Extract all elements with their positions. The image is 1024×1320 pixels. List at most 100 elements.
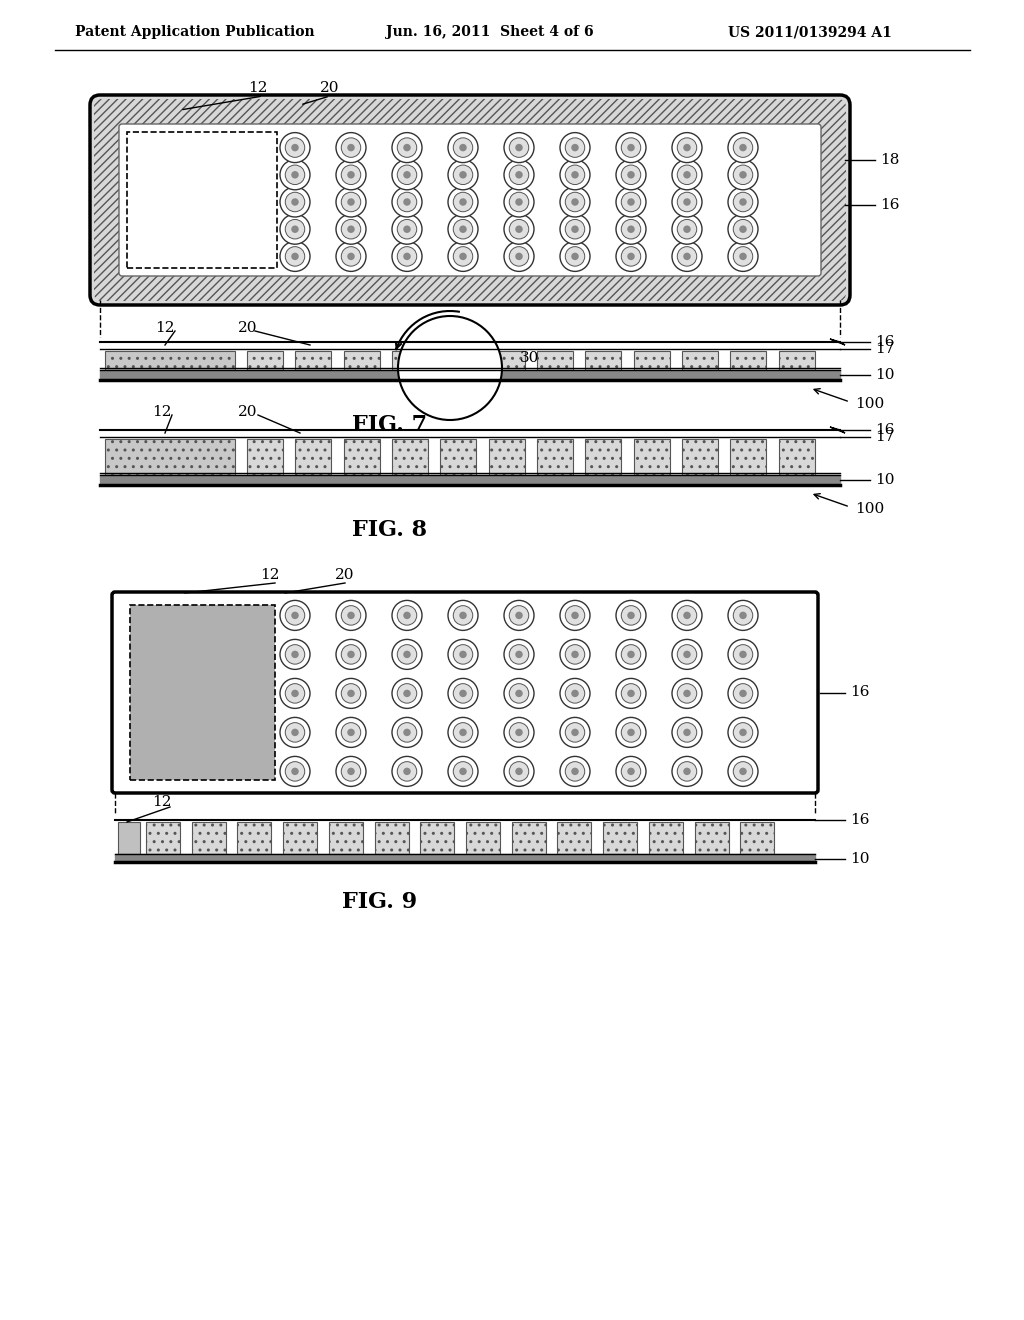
Ellipse shape [336, 160, 366, 190]
Ellipse shape [336, 132, 366, 162]
Ellipse shape [560, 214, 590, 244]
Ellipse shape [571, 689, 579, 697]
Bar [730, 440, 766, 475]
Ellipse shape [677, 684, 696, 704]
Ellipse shape [560, 678, 590, 709]
Ellipse shape [565, 165, 585, 185]
Ellipse shape [459, 611, 467, 619]
Ellipse shape [336, 756, 366, 787]
Ellipse shape [403, 729, 411, 737]
Ellipse shape [672, 187, 702, 216]
Ellipse shape [392, 678, 422, 709]
Ellipse shape [509, 722, 528, 742]
Ellipse shape [347, 611, 354, 619]
Ellipse shape [397, 684, 417, 704]
Bar [295, 440, 332, 475]
Text: 20: 20 [239, 405, 258, 418]
Ellipse shape [280, 678, 310, 709]
Ellipse shape [459, 144, 467, 152]
Text: 12: 12 [260, 568, 280, 582]
Text: 16: 16 [850, 813, 869, 828]
Ellipse shape [616, 678, 646, 709]
Ellipse shape [739, 689, 746, 697]
Ellipse shape [397, 247, 417, 267]
Ellipse shape [560, 756, 590, 787]
Bar [730, 351, 766, 370]
Ellipse shape [392, 756, 422, 787]
Text: 12: 12 [153, 795, 172, 809]
Ellipse shape [677, 165, 696, 185]
Ellipse shape [565, 606, 585, 626]
Text: 18: 18 [881, 153, 900, 168]
Text: 100: 100 [855, 397, 885, 411]
Ellipse shape [728, 678, 758, 709]
Ellipse shape [347, 172, 354, 178]
Ellipse shape [341, 193, 360, 211]
Ellipse shape [509, 644, 528, 664]
Ellipse shape [622, 722, 641, 742]
Bar [694, 822, 728, 854]
Ellipse shape [286, 247, 305, 267]
Ellipse shape [683, 651, 691, 659]
Ellipse shape [739, 729, 746, 737]
FancyBboxPatch shape [112, 591, 818, 793]
Bar [440, 440, 476, 475]
Ellipse shape [672, 160, 702, 190]
Ellipse shape [397, 137, 417, 157]
Ellipse shape [449, 160, 478, 190]
Ellipse shape [728, 601, 758, 631]
Ellipse shape [392, 187, 422, 216]
Text: 16: 16 [876, 422, 895, 437]
Ellipse shape [515, 252, 522, 260]
Ellipse shape [454, 644, 473, 664]
Ellipse shape [677, 722, 696, 742]
Ellipse shape [459, 651, 467, 659]
Ellipse shape [280, 601, 310, 631]
Text: 10: 10 [850, 851, 869, 866]
Ellipse shape [286, 684, 305, 704]
Ellipse shape [733, 247, 753, 267]
Ellipse shape [616, 717, 646, 747]
Ellipse shape [454, 606, 473, 626]
Ellipse shape [571, 651, 579, 659]
Ellipse shape [504, 639, 534, 669]
Ellipse shape [616, 132, 646, 162]
Ellipse shape [392, 214, 422, 244]
Ellipse shape [398, 315, 502, 420]
Ellipse shape [739, 144, 746, 152]
Text: 20: 20 [321, 81, 340, 95]
Text: FIG. 9: FIG. 9 [342, 891, 418, 913]
Ellipse shape [291, 144, 299, 152]
Ellipse shape [622, 193, 641, 211]
Ellipse shape [336, 214, 366, 244]
Ellipse shape [397, 219, 417, 239]
Ellipse shape [504, 160, 534, 190]
Ellipse shape [728, 756, 758, 787]
Ellipse shape [509, 247, 528, 267]
Bar [420, 822, 455, 854]
Ellipse shape [683, 611, 691, 619]
Ellipse shape [397, 165, 417, 185]
Ellipse shape [454, 137, 473, 157]
Ellipse shape [336, 639, 366, 669]
Bar [778, 351, 815, 370]
Bar [778, 440, 815, 475]
Ellipse shape [677, 606, 696, 626]
Ellipse shape [403, 689, 411, 697]
Bar [105, 351, 234, 370]
Text: 20: 20 [335, 568, 354, 582]
Text: Patent Application Publication: Patent Application Publication [75, 25, 314, 40]
Ellipse shape [341, 165, 360, 185]
Ellipse shape [628, 252, 635, 260]
Ellipse shape [347, 689, 354, 697]
Ellipse shape [449, 678, 478, 709]
Ellipse shape [397, 193, 417, 211]
Ellipse shape [628, 611, 635, 619]
Ellipse shape [341, 219, 360, 239]
Ellipse shape [616, 242, 646, 272]
Ellipse shape [509, 684, 528, 704]
Ellipse shape [739, 611, 746, 619]
Ellipse shape [459, 252, 467, 260]
Bar [191, 822, 225, 854]
Bar [344, 351, 380, 370]
